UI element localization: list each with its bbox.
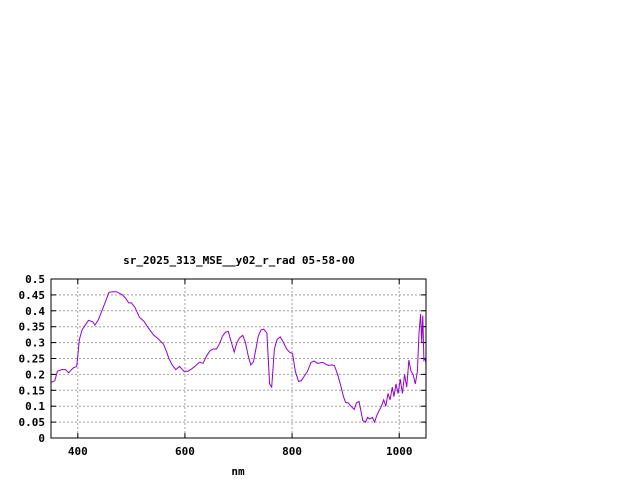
y-tick-label: 0.05 <box>19 416 46 429</box>
x-tick-label: 400 <box>68 445 88 458</box>
y-tick-label: 0.15 <box>19 384 46 397</box>
y-tick-label: 0.1 <box>25 400 45 413</box>
x-axis-label: nm <box>231 465 245 478</box>
x-tick-label: 800 <box>282 445 302 458</box>
chart-title: sr_2025_313_MSE__y02_r_rad 05-58-00 <box>123 254 355 267</box>
y-axis-tick-labels: 0 0.05 0.1 0.15 0.2 0.25 0.3 0.35 0.4 0.45 0.5 <box>19 273 46 445</box>
y-tick-label: 0.35 <box>19 321 46 334</box>
grid-lines <box>51 279 426 438</box>
y-tick-label: 0.45 <box>19 289 46 302</box>
series-layer <box>50 291 427 424</box>
y-tick-label: 0.3 <box>25 337 45 350</box>
y-tick-label: 0.25 <box>19 353 46 366</box>
plot-frame <box>50 278 427 439</box>
series-line <box>50 291 427 424</box>
x-tick-label: 600 <box>175 445 195 458</box>
x-axis-tick-labels: 400 600 800 1000 <box>68 445 413 458</box>
y-tick-label: 0.5 <box>25 273 45 286</box>
y-tick-label: 0.4 <box>25 305 45 318</box>
y-tick-label: 0.2 <box>25 368 45 381</box>
x-tick-label: 1000 <box>386 445 413 458</box>
y-tick-label: 0 <box>38 432 45 445</box>
